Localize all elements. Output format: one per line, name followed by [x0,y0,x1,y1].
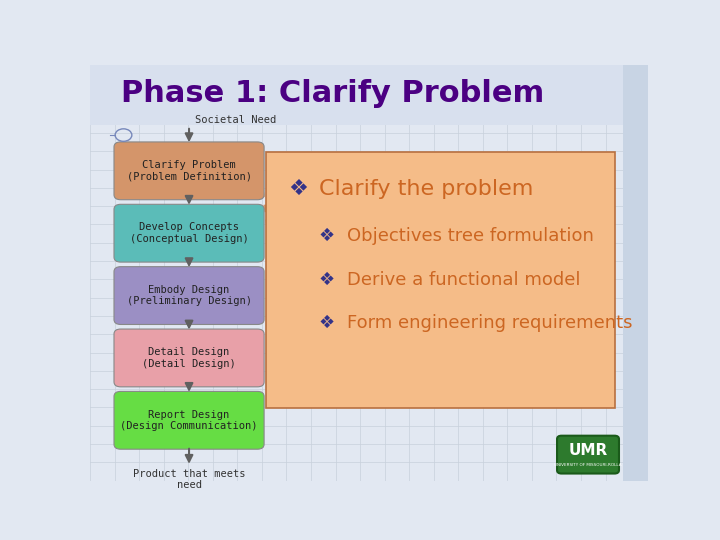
FancyBboxPatch shape [114,267,264,325]
Text: ❖: ❖ [319,314,335,332]
Text: Clarify the problem: Clarify the problem [319,179,533,199]
Text: UMR: UMR [568,443,608,458]
FancyBboxPatch shape [557,436,619,474]
Text: Form engineering requirements: Form engineering requirements [347,314,632,332]
FancyBboxPatch shape [114,142,264,200]
Text: Develop Concepts
(Conceptual Design): Develop Concepts (Conceptual Design) [130,222,248,244]
Text: ❖: ❖ [288,179,308,199]
FancyBboxPatch shape [623,65,648,481]
FancyBboxPatch shape [266,152,615,408]
FancyBboxPatch shape [114,329,264,387]
Text: Clarify Problem
(Problem Definition): Clarify Problem (Problem Definition) [127,160,251,181]
Text: Report Design
(Design Communication): Report Design (Design Communication) [120,409,258,431]
FancyBboxPatch shape [114,204,264,262]
Text: Derive a functional model: Derive a functional model [347,271,580,288]
Text: UNIVERSITY OF MISSOURI-ROLLA: UNIVERSITY OF MISSOURI-ROLLA [554,463,622,467]
Text: Phase 1: Clarify Problem: Phase 1: Clarify Problem [121,79,544,109]
Text: ❖: ❖ [319,227,335,245]
Text: ❖: ❖ [319,271,335,288]
Text: Embody Design
(Preliminary Design): Embody Design (Preliminary Design) [127,285,251,306]
Text: Product that meets
need: Product that meets need [132,469,246,490]
Text: Objectives tree formulation: Objectives tree formulation [347,227,593,245]
Text: Societal Need: Societal Need [194,115,276,125]
FancyBboxPatch shape [90,65,623,125]
Text: Detail Design
(Detail Design): Detail Design (Detail Design) [142,347,236,369]
FancyBboxPatch shape [114,392,264,449]
